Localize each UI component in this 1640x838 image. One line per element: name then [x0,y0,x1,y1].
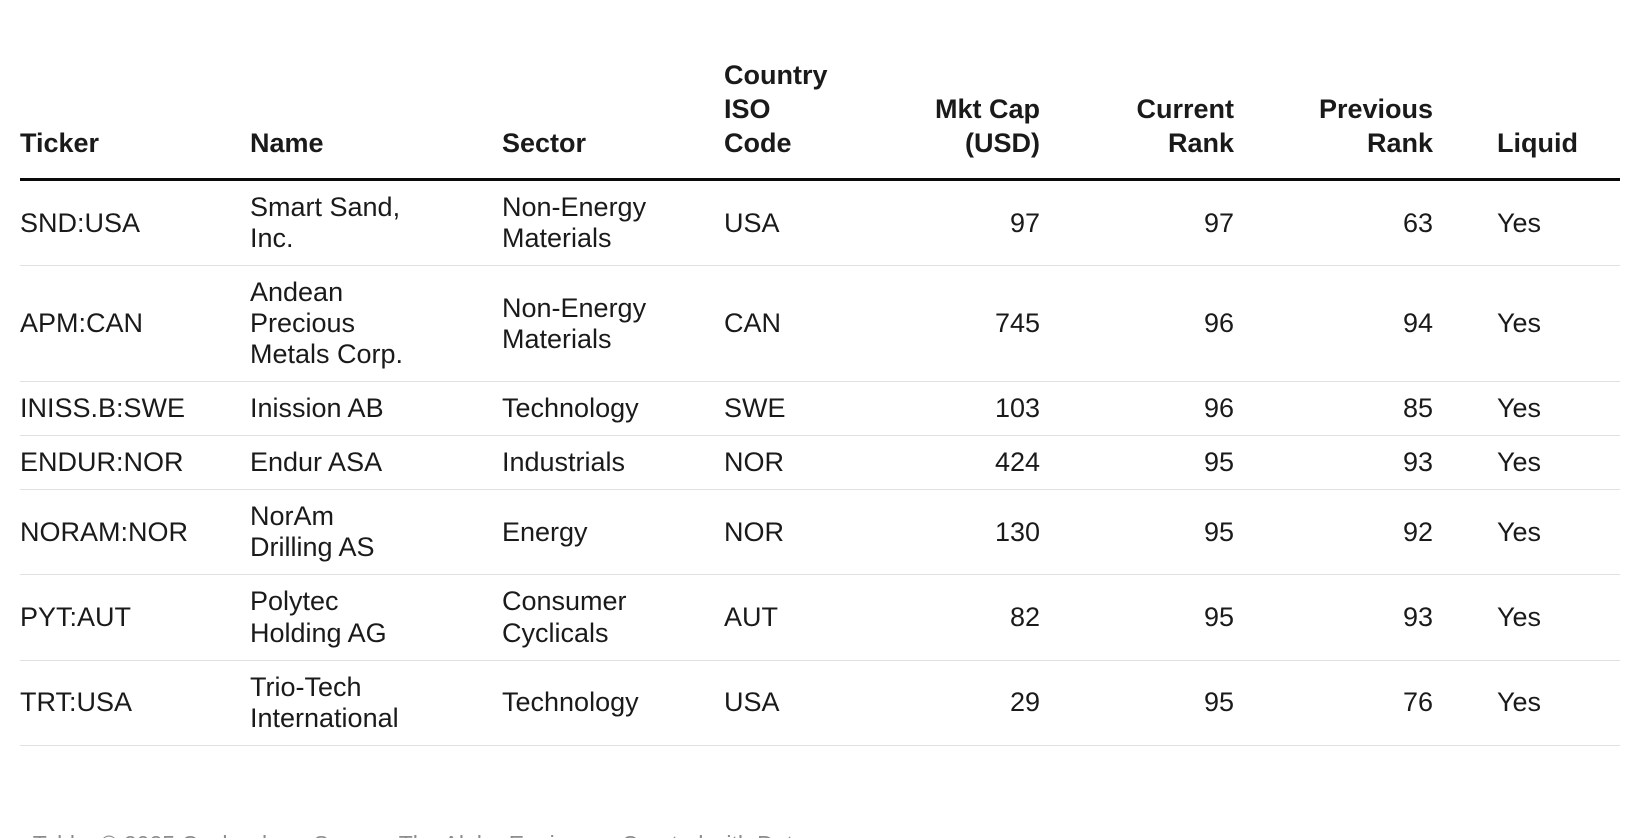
cell-name: Inission AB [250,381,502,437]
cell-previous-rank: 76 [1254,660,1453,746]
cell-previous-rank: 93 [1254,574,1453,661]
cell-sector: Technology [502,381,724,437]
cell-liquid: Yes [1453,435,1620,491]
col-header-country-iso: Country ISO Code [724,26,870,182]
cell-ticker: PYT:AUT [20,574,250,661]
cell-mkt-cap: 103 [870,381,1060,437]
cell-name: Andean Precious Metals Corp. [250,265,502,383]
cell-mkt-cap: 424 [870,435,1060,491]
cell-previous-rank: 92 [1254,489,1453,576]
attribution-footer: Table: © 2025 Cosbro bv • Source: The Al… [0,746,1640,838]
col-header-name: Name [250,26,502,182]
cell-country: USA [724,179,870,267]
cell-previous-rank: 85 [1254,381,1453,437]
cell-liquid: Yes [1453,381,1620,437]
cell-sector: Technology [502,660,724,746]
table-row: APM:CAN Andean Precious Metals Corp. Non… [20,265,1620,383]
cell-country: AUT [724,574,870,661]
cell-country: CAN [724,265,870,383]
footer-text: Table: © 2025 Cosbro bv • Source: The Al… [33,831,889,838]
table-row: NORAM:NOR NorAm Drilling AS Energy NOR 1… [20,489,1620,576]
table-row: SND:USA Smart Sand, Inc. Non-Energy Mate… [20,179,1620,267]
cell-sector: Energy [502,489,724,576]
cell-ticker: TRT:USA [20,660,250,746]
cell-current-rank: 95 [1060,435,1254,491]
table-row: ENDUR:NOR Endur ASA Industrials NOR 424 … [20,435,1620,491]
cell-name: Trio-Tech International [250,660,502,746]
cell-current-rank: 97 [1060,179,1254,267]
cell-liquid: Yes [1453,179,1620,267]
cell-country: USA [724,660,870,746]
cell-mkt-cap: 82 [870,574,1060,661]
cell-name: Endur ASA [250,435,502,491]
table-container: Ticker Name Sector Country ISO Code Mkt … [20,26,1620,746]
cell-previous-rank: 63 [1254,179,1453,267]
cell-name: Smart Sand, Inc. [250,179,502,267]
table-row: TRT:USA Trio-Tech International Technolo… [20,660,1620,746]
cell-name: Polytec Holding AG [250,574,502,661]
table-header-row: Ticker Name Sector Country ISO Code Mkt … [20,26,1620,182]
col-header-liquid: Liquid [1453,26,1620,182]
cell-previous-rank: 93 [1254,435,1453,491]
table-row: INISS.B:SWE Inission AB Technology SWE 1… [20,381,1620,437]
cell-sector: Industrials [502,435,724,491]
cell-previous-rank: 94 [1254,265,1453,383]
cell-ticker: INISS.B:SWE [20,381,250,437]
cell-country: NOR [724,489,870,576]
cell-current-rank: 96 [1060,381,1254,437]
col-header-current-rank: Current Rank [1060,26,1254,182]
cell-country: NOR [724,435,870,491]
cell-name: NorAm Drilling AS [250,489,502,576]
cell-current-rank: 95 [1060,660,1254,746]
cell-sector: Consumer Cyclicals [502,574,724,661]
cell-liquid: Yes [1453,265,1620,383]
cell-mkt-cap: 29 [870,660,1060,746]
cell-country: SWE [724,381,870,437]
cell-ticker: SND:USA [20,179,250,267]
col-header-mkt-cap: Mkt Cap (USD) [870,26,1060,182]
cell-liquid: Yes [1453,660,1620,746]
cell-sector: Non-Energy Materials [502,179,724,267]
cell-mkt-cap: 97 [870,179,1060,267]
cell-current-rank: 95 [1060,489,1254,576]
col-header-ticker: Ticker [20,26,250,182]
cell-ticker: ENDUR:NOR [20,435,250,491]
cell-mkt-cap: 745 [870,265,1060,383]
cell-mkt-cap: 130 [870,489,1060,576]
cell-ticker: APM:CAN [20,265,250,383]
cell-liquid: Yes [1453,489,1620,576]
cell-sector: Non-Energy Materials [502,265,724,383]
col-header-sector: Sector [502,26,724,182]
cell-current-rank: 95 [1060,574,1254,661]
col-header-previous-rank: Previous Rank [1254,26,1453,182]
cell-current-rank: 96 [1060,265,1254,383]
cell-ticker: NORAM:NOR [20,489,250,576]
table-row: PYT:AUT Polytec Holding AG Consumer Cycl… [20,574,1620,661]
cell-liquid: Yes [1453,574,1620,661]
stock-rank-table: Ticker Name Sector Country ISO Code Mkt … [20,26,1620,746]
